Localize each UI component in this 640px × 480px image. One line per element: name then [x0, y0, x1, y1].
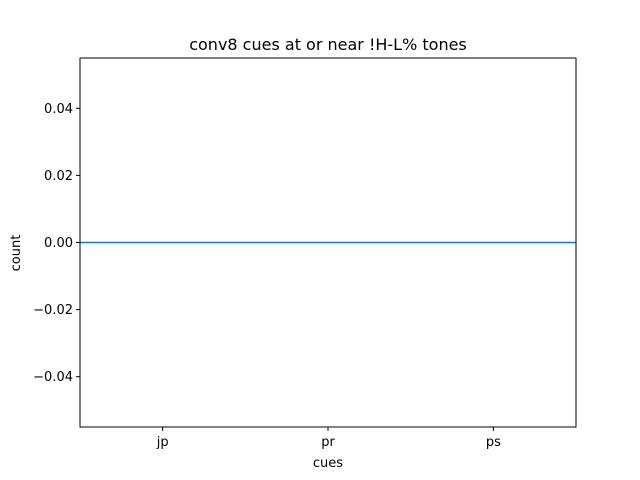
- x-tick-label-ps: ps: [486, 435, 501, 450]
- plot-frame: [79, 57, 577, 428]
- y-tick-label: 0.04: [44, 102, 73, 117]
- chart-title: conv8 cues at or near !H-L% tones: [189, 35, 467, 54]
- y-tick-label: −0.02: [33, 303, 73, 318]
- x-tick-label-jp: jp: [156, 435, 169, 450]
- y-tick-label: 0.00: [44, 236, 73, 251]
- y-tick-label: 0.02: [44, 169, 73, 184]
- y-axis-label: count: [9, 235, 24, 272]
- x-axis-label: cues: [313, 456, 343, 471]
- y-tick-label: −0.04: [33, 370, 73, 385]
- x-axis: jp pr ps: [156, 427, 501, 450]
- y-axis: −0.04 −0.02 0.00 0.02 0.04: [33, 102, 80, 385]
- x-tick-label-pr: pr: [321, 435, 335, 450]
